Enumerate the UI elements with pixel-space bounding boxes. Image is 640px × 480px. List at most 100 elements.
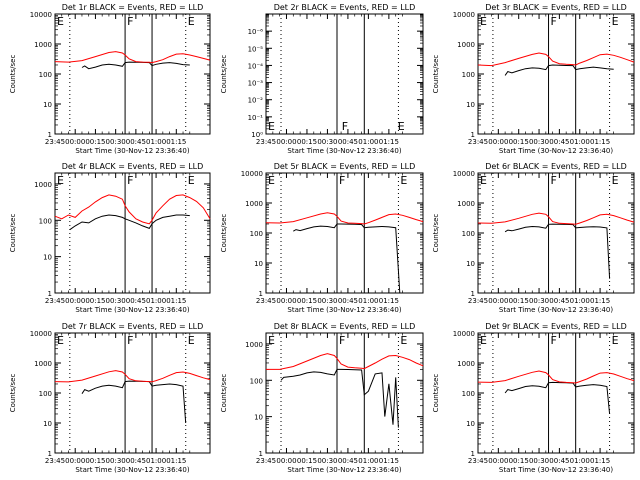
- x-tick-label: 00:30: [106, 297, 126, 305]
- marker-e: E: [398, 120, 405, 133]
- plot-frame: [54, 13, 211, 135]
- events-line: [280, 368, 399, 428]
- x-axis-label: Start Time (30-Nov-12 23:36:40): [287, 147, 401, 155]
- x-axis-label: Start Time (30-Nov-12 23:36:40): [499, 466, 613, 474]
- panel-title: Det 6r BLACK = Events, RED = LLD: [485, 162, 627, 171]
- y-tick-label: 1: [48, 290, 52, 298]
- x-axis-label: Start Time (30-Nov-12 23:36:40): [75, 147, 189, 155]
- plot-frame: [265, 172, 424, 294]
- x-tick-label: 00:15: [85, 297, 105, 305]
- lld-line: [54, 194, 211, 225]
- y-tick-label: 1000: [34, 181, 52, 189]
- x-tick-label: 01:15: [590, 138, 610, 146]
- x-tick-label: 01:15: [166, 297, 186, 305]
- panel-9: Det 9r BLACK = Events, RED = LLD Counts/s…: [432, 322, 635, 474]
- x-tick-label: 00:30: [106, 138, 126, 146]
- x-tick-label: 01:15: [379, 457, 399, 465]
- x-tick-label: 00:15: [509, 297, 529, 305]
- x-tick-label: 00:00: [276, 138, 296, 146]
- x-tick-label: 00:00: [276, 457, 296, 465]
- x-tick-label: 01:15: [590, 457, 610, 465]
- y-tick-label: 1: [471, 131, 475, 139]
- y-tick-label: 1: [471, 450, 475, 458]
- plot-frame: [54, 172, 211, 294]
- y-tick-label: 100: [39, 217, 52, 225]
- y-tick-label: 100: [39, 390, 52, 398]
- panel-title: Det 5r BLACK = Events, RED = LLD: [274, 162, 416, 171]
- marker-e: E: [268, 120, 275, 133]
- y-tick-label: 10: [43, 420, 52, 428]
- y-tick-label: 1000: [457, 41, 475, 49]
- panel-1: Det 1r BLACK = Events, RED = LLD Counts/s…: [9, 3, 211, 155]
- y-tick-label: 10⁻³: [248, 80, 264, 88]
- y-tick-label: 100: [462, 71, 475, 79]
- marker-e: E: [188, 334, 195, 347]
- panel-title: Det 2r BLACK = Events, RED = LLD: [274, 3, 416, 12]
- y-tick-label: 10000: [30, 330, 52, 338]
- y-tick-label: 1000: [34, 41, 52, 49]
- y-axis-label: Counts/sec: [220, 374, 228, 413]
- y-axis-label: Counts/sec: [220, 214, 228, 253]
- marker-e: E: [612, 334, 619, 347]
- marker-e: E: [57, 15, 64, 28]
- marker-f: F: [551, 15, 557, 28]
- x-axis-label: Start Time (30-Nov-12 23:36:40): [499, 306, 613, 314]
- x-tick-label: 00:00: [65, 457, 85, 465]
- events-line: [504, 64, 614, 76]
- marker-e: E: [268, 174, 275, 187]
- x-tick-label: 01:00: [146, 297, 166, 305]
- marker-f: F: [339, 334, 345, 347]
- x-tick-label: 00:30: [529, 297, 549, 305]
- x-axis-label: Start Time (30-Nov-12 23:36:40): [75, 466, 189, 474]
- x-tick-label: 00:15: [297, 138, 317, 146]
- x-tick-label: 23:45: [45, 138, 65, 146]
- x-tick-label: 00:00: [276, 297, 296, 305]
- y-tick-label: 1: [48, 450, 52, 458]
- y-tick-label: 10⁻¹: [248, 114, 264, 122]
- y-tick-label: 10: [466, 260, 475, 268]
- x-tick-label: 23:45: [256, 297, 276, 305]
- x-tick-label: 00:30: [317, 457, 337, 465]
- marker-e: E: [57, 174, 64, 187]
- events-line: [81, 61, 190, 70]
- x-tick-label: 01:15: [590, 297, 610, 305]
- y-tick-label: 1000: [245, 341, 263, 349]
- marker-e: E: [268, 334, 275, 347]
- y-axis-label: Counts/sec: [432, 214, 440, 253]
- y-tick-label: 10000: [453, 170, 475, 178]
- x-tick-label: 23:45: [468, 457, 488, 465]
- marker-f: F: [339, 174, 345, 187]
- x-tick-label: 00:15: [85, 138, 105, 146]
- y-tick-label: 10: [43, 101, 52, 109]
- marker-f: F: [127, 15, 133, 28]
- x-tick-label: 23:45: [256, 138, 276, 146]
- marker-f: F: [342, 120, 348, 133]
- lld-line: [477, 212, 635, 225]
- y-axis-label: Counts/sec: [9, 55, 17, 94]
- plot-frame: [477, 13, 635, 135]
- panel-title: Det 3r BLACK = Events, RED = LLD: [485, 3, 627, 12]
- x-tick-label: 00:00: [488, 457, 508, 465]
- marker-e: E: [480, 334, 487, 347]
- y-tick-label: 10000: [241, 170, 263, 178]
- events-line: [293, 223, 401, 294]
- y-tick-label: 100: [462, 230, 475, 238]
- x-tick-label: 00:30: [529, 457, 549, 465]
- events-line: [81, 380, 187, 424]
- lld-line: [477, 370, 635, 384]
- marker-e: E: [480, 15, 487, 28]
- x-tick-label: 00:45: [126, 297, 146, 305]
- x-tick-label: 00:15: [297, 297, 317, 305]
- y-axis-label: Counts/sec: [9, 374, 17, 413]
- x-tick-label: 00:45: [549, 457, 569, 465]
- x-tick-label: 00:30: [317, 297, 337, 305]
- plot-frame: [477, 172, 635, 294]
- y-tick-label: 10: [254, 414, 263, 422]
- x-tick-label: 00:30: [106, 457, 126, 465]
- lld-line: [266, 353, 424, 370]
- lld-line: [54, 51, 211, 64]
- x-tick-label: 23:45: [45, 297, 65, 305]
- marker-e: E: [400, 174, 407, 187]
- panel-title: Det 4r BLACK = Events, RED = LLD: [62, 162, 204, 171]
